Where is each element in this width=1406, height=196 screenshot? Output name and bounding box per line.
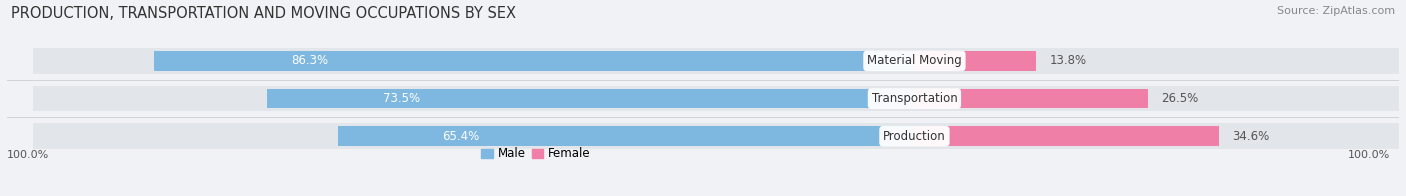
Bar [914,89,1147,108]
Text: Source: ZipAtlas.com: Source: ZipAtlas.com [1277,6,1395,16]
Text: 73.5%: 73.5% [384,92,420,105]
Text: Material Moving: Material Moving [868,54,962,67]
Text: Transportation: Transportation [872,92,957,105]
Text: 13.8%: 13.8% [1049,54,1087,67]
Text: 100.0%: 100.0% [7,150,49,160]
Legend: Male, Female: Male, Female [477,142,596,165]
Text: Production: Production [883,130,946,143]
Text: 100.0%: 100.0% [1348,150,1391,160]
Text: 34.6%: 34.6% [1233,130,1270,143]
Bar [34,48,1406,74]
Text: 65.4%: 65.4% [441,130,479,143]
Bar [339,126,914,146]
Bar [914,51,1036,71]
Bar [34,123,1406,149]
Text: PRODUCTION, TRANSPORTATION AND MOVING OCCUPATIONS BY SEX: PRODUCTION, TRANSPORTATION AND MOVING OC… [11,6,516,21]
Bar [267,89,914,108]
Bar [914,126,1219,146]
Text: 26.5%: 26.5% [1161,92,1198,105]
Text: 86.3%: 86.3% [291,54,328,67]
Bar [34,86,1406,111]
Bar [155,51,914,71]
